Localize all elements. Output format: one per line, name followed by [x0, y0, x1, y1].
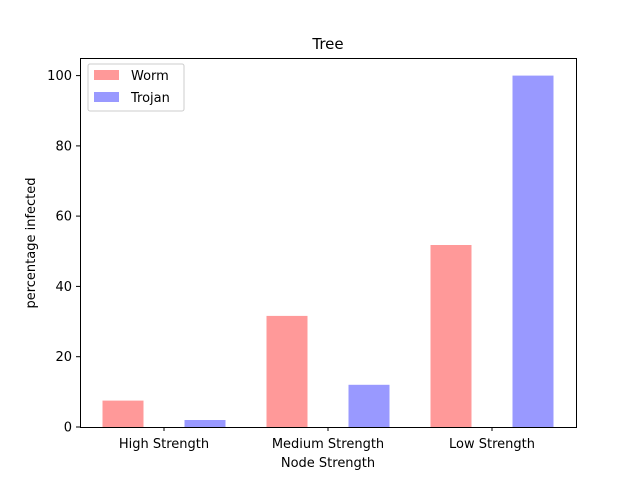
bar-trojan-low-strength [512, 75, 554, 427]
bar-trojan-high-strength [184, 420, 226, 427]
y-tick-label: 80 [55, 139, 72, 154]
x-tick-label-medium-strength: Medium Strength [272, 437, 384, 452]
y-tick-label: 20 [55, 350, 72, 365]
x-tick-label-low-strength: Low Strength [449, 437, 535, 452]
x-axis-label: Node Strength [281, 456, 375, 471]
chart-title: Tree [311, 35, 343, 53]
legend-swatch-trojan [94, 92, 119, 102]
bar-worm-high-strength [102, 400, 144, 427]
bar-trojan-medium-strength [348, 384, 390, 427]
bar-worm-low-strength [430, 245, 472, 427]
legend-label-worm: Worm [131, 69, 169, 84]
y-tick-label: 40 [55, 280, 72, 295]
y-tick-label: 60 [55, 210, 72, 225]
legend-label-trojan: Trojan [130, 91, 170, 106]
y-axis-ticks: 0 20 40 60 80 100 [47, 69, 80, 436]
plot-frame [80, 58, 577, 428]
bars-group [102, 75, 554, 427]
y-axis-label: percentage infected [24, 177, 39, 308]
bar-worm-medium-strength [266, 315, 308, 427]
x-tick-label-high-strength: High Strength [119, 437, 209, 452]
y-tick-label: 0 [64, 421, 72, 436]
x-axis-ticks: High Strength Medium Strength Low Strength [119, 427, 535, 452]
y-tick-label: 100 [47, 69, 72, 84]
legend: Worm Trojan [87, 63, 185, 112]
legend-swatch-worm [94, 70, 119, 80]
